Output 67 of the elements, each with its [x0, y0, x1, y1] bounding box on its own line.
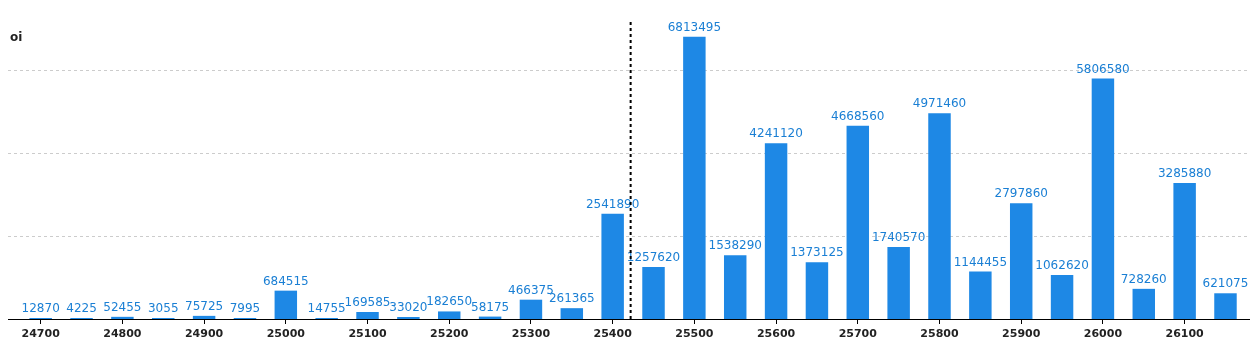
x-tick-label: 24900: [184, 327, 224, 341]
bar: [1050, 275, 1074, 319]
data-label: 1062620: [1035, 258, 1089, 272]
bar: [601, 213, 624, 319]
data-label: 1740570: [871, 229, 926, 244]
bar: [1214, 293, 1237, 319]
bar: [519, 299, 543, 319]
x-tick-label: 24700: [21, 327, 61, 341]
data-label: 7995: [229, 301, 261, 315]
data-label: 12870: [21, 301, 60, 315]
x-tick-label: 26100: [1165, 327, 1205, 341]
data-label: 2797860: [994, 186, 1048, 201]
bar: [1132, 288, 1156, 319]
data-label: 14755: [307, 301, 346, 315]
bar: [438, 311, 461, 319]
bar: [723, 255, 747, 319]
data-label: 4971460: [912, 96, 967, 111]
data-label: 52455: [103, 299, 142, 314]
bar: [111, 316, 134, 319]
data-label: 6813495: [667, 19, 722, 34]
x-tick-label: 26000: [1083, 327, 1123, 341]
data-label: 182650: [426, 294, 473, 309]
x-tick-label: 25000: [266, 327, 306, 341]
bar: [1091, 78, 1115, 319]
x-tick-label: 25400: [593, 327, 633, 341]
data-label: 1144455: [953, 254, 1008, 269]
bar: [887, 246, 910, 319]
data-label: 3285880: [1157, 165, 1212, 180]
x-tick-label: 25100: [348, 327, 387, 341]
bar: [1173, 182, 1196, 319]
bar: [560, 308, 584, 319]
x-tick-label: 25800: [920, 327, 959, 341]
data-label: 728260: [1120, 271, 1167, 286]
x-tick-label: 24800: [103, 327, 142, 341]
y-axis-title: oi: [10, 30, 23, 44]
data-label: 4668560: [831, 108, 885, 123]
data-label: 621075: [1202, 276, 1249, 291]
bar: [764, 143, 788, 319]
bar: [642, 266, 665, 319]
bar: [683, 36, 706, 319]
data-label: 3055: [147, 301, 179, 315]
data-label: 1257620: [626, 249, 681, 264]
data-label: 684515: [262, 273, 309, 288]
x-tick-label: 25500: [675, 327, 714, 341]
x-tick-label: 25900: [1002, 327, 1041, 341]
bar: [356, 311, 379, 319]
data-label: 75725: [185, 298, 224, 313]
data-label: 4225: [66, 301, 97, 315]
x-tick-label: 25600: [756, 327, 796, 341]
bar: [805, 262, 829, 319]
bar: [274, 290, 298, 319]
bar: [1009, 203, 1033, 319]
data-label: 1538290: [708, 238, 762, 253]
data-label: 2541890: [585, 196, 640, 211]
data-label: 1373125: [790, 245, 844, 260]
bar: [928, 113, 951, 319]
bar: [969, 271, 992, 319]
x-tick-label: 25700: [838, 327, 878, 341]
data-label: 58175: [471, 299, 510, 314]
bar: [192, 315, 216, 319]
data-label: 5806580: [1076, 61, 1130, 76]
data-label: 33020: [389, 300, 428, 314]
bar: [846, 125, 870, 319]
data-label: 169585: [344, 294, 391, 309]
x-tick-label: 25300: [511, 327, 551, 341]
data-label: 4241120: [749, 126, 803, 141]
x-tick-label: 25200: [430, 327, 469, 341]
